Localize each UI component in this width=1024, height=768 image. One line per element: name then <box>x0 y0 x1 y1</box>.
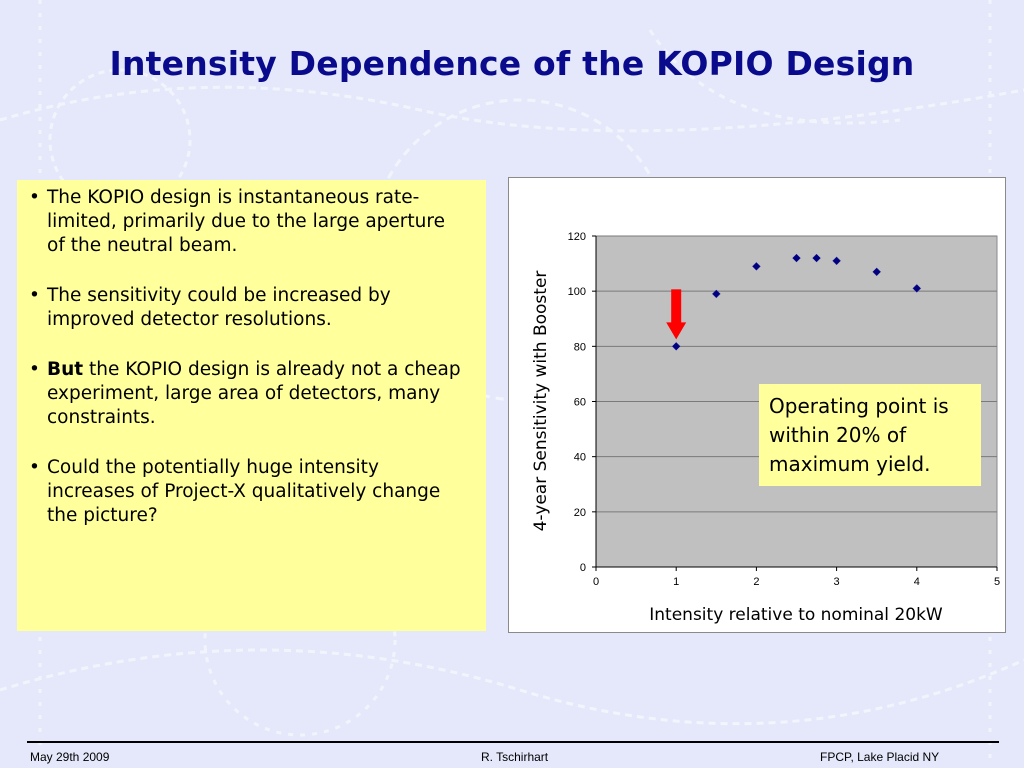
data-point <box>671 341 681 351</box>
y-tick-label: 0 <box>580 562 586 574</box>
y-tick-label: 120 <box>568 231 586 243</box>
x-tick-label: 1 <box>673 576 679 588</box>
y-tick-label: 20 <box>574 507 586 519</box>
x-tick-label: 2 <box>753 576 759 588</box>
y-tick-label: 80 <box>574 341 586 353</box>
bullet-text: the KOPIO design is already not a cheap … <box>47 359 461 428</box>
y-tick-label: 40 <box>574 452 586 464</box>
arrow-shaft <box>671 289 682 324</box>
x-tick-label: 4 <box>914 576 920 588</box>
footer-author: R. Tschirhart <box>481 750 549 764</box>
bullet-item: • But the KOPIO design is already not a … <box>27 358 468 430</box>
bullet-dot-icon: • <box>29 187 40 208</box>
data-point <box>812 253 821 263</box>
slide-title: Intensity Dependence of the KOPIO Design <box>109 44 915 83</box>
y-tick-label: 60 <box>574 397 586 409</box>
data-point <box>872 267 882 277</box>
x-tick-label: 3 <box>834 576 840 588</box>
bullet-list: • The KOPIO design is instantaneous rate… <box>27 186 468 528</box>
bullet-dot-icon: • <box>29 359 40 380</box>
footer-venue: FPCP, Lake Placid NY <box>820 750 940 764</box>
bullet-text: The sensitivity could be increased by im… <box>47 285 391 330</box>
footer-date: May 29th 2009 <box>30 750 110 764</box>
data-points <box>671 253 922 351</box>
data-point <box>832 256 841 266</box>
bullet-box: • The KOPIO design is instantaneous rate… <box>17 180 486 631</box>
arrow-head <box>666 322 687 340</box>
data-point <box>711 289 721 299</box>
bullet-item: • The sensitivity could be increased by … <box>27 284 468 332</box>
bullet-item: • Could the potentially huge intensity i… <box>27 456 468 528</box>
x-tick-label: 5 <box>994 576 1000 588</box>
bullet-dot-icon: • <box>29 285 40 306</box>
callout-note: Operating point is within 20% of maximum… <box>759 384 981 486</box>
data-point <box>912 284 922 293</box>
arrow-annotation <box>666 289 687 340</box>
bullet-text: The KOPIO design is instantaneous rate-l… <box>47 187 445 256</box>
y-tick-label: 100 <box>568 286 586 298</box>
bullet-item: • The KOPIO design is instantaneous rate… <box>27 186 468 258</box>
footer-divider <box>27 741 999 743</box>
bullet-text: Could the potentially huge intensity inc… <box>47 457 441 526</box>
bullet-dot-icon: • <box>29 457 40 478</box>
x-axis-label: Intensity relative to nominal 20kW <box>649 605 943 625</box>
x-tick-label: 0 <box>593 576 599 588</box>
data-point <box>792 253 801 263</box>
data-point <box>752 261 761 271</box>
axes: 0 20 40 60 80 100 120 0 1 2 3 4 5 <box>568 231 1000 588</box>
bullet-bold-text: But <box>47 359 84 380</box>
y-axis-label: 4-year Sensitivity with Booster <box>531 271 551 532</box>
